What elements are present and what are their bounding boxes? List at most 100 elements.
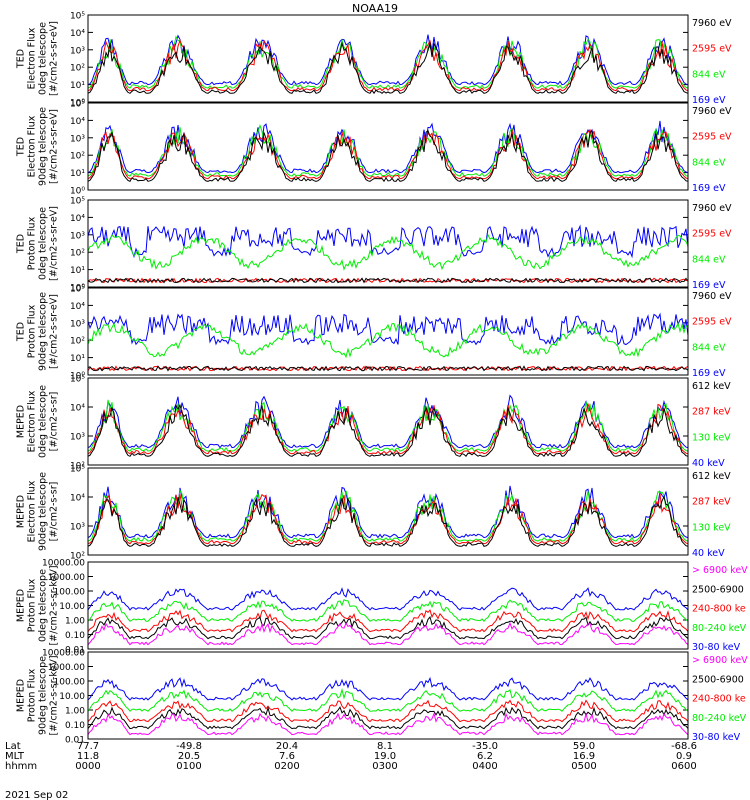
y-tick-label: 10³ [70,523,85,533]
series-line-3 [88,399,688,452]
series-line-5 [88,587,688,611]
y-tick-label: 10² [70,152,85,162]
legend-entry: 2595 eV [692,132,732,143]
legend-entry: 844 eV [692,254,726,265]
panel-frame [87,14,689,103]
legend-entry: 169 eV [692,368,726,379]
ylabel-line: TED [16,234,27,254]
y-tick-label: 10² [70,552,85,562]
footer-value: 6.2 [477,751,493,762]
series-line-2 [88,706,688,730]
ylabel-line: Proton Flux [27,304,38,358]
panel-2: TEDElectron Flux90deg telescope[#/cm2-s-… [16,100,733,197]
ylabel-line: TED [16,322,27,342]
footer-value: 20.5 [178,751,200,762]
panel-frame [87,102,689,191]
series-line-2 [88,402,688,455]
y-tick-label: 10000.00 [42,649,85,659]
ylabel-line: Electron Flux [27,27,38,89]
panel-8-ylabel: MEPEDProton Flux90deg telescope[#/cm2-s-… [16,655,60,735]
legend-entry: 287 keV [692,407,731,418]
date-label: 2021 Sep 02 [5,790,68,800]
ylabel-line: [#/cm2-s-sr-keV] [49,565,60,645]
footer-row-label: Lat [5,741,21,752]
y-tick-label: 10⁵ [70,375,85,385]
legend-entry: > 6900 keV [692,655,748,666]
legend-entry: 612 keV [692,471,731,482]
ylabel-line: 0deg telescope [38,569,49,642]
footer-value: 19.0 [374,751,396,762]
ylabel-line: 90deg telescope [38,292,49,371]
legend-entry: 169 eV [692,95,726,106]
series-line-3 [88,699,688,723]
y-tick-label: 10⁴ [70,29,85,39]
series-line-5 [88,676,688,701]
footer-value: -35.0 [472,741,498,752]
series-line-3 [88,35,688,89]
ylabel-line: 0deg telescope [38,22,49,95]
series-line-4 [88,687,688,712]
footer-value: 16.9 [573,751,595,762]
footer-row-label: MLT [5,751,25,762]
y-tick-label: 10³ [70,433,85,443]
y-tick-label: 10³ [70,134,85,144]
series-line-4 [88,394,688,449]
legend-entry: 7960 eV [692,18,732,29]
footer-value: 0100 [176,761,201,772]
ylabel-line: MEPED [16,495,27,528]
legend-entry: 844 eV [692,157,726,168]
series-line-1 [88,41,688,95]
footer-value: 0500 [571,761,596,772]
panel-frame [87,651,689,740]
ylabel-line: 0deg telescope [38,385,49,458]
legend-entry: > 6900 keV [692,565,748,576]
y-tick-label: 0.10 [65,631,85,641]
series-line-4 [88,224,688,259]
y-tick-label: 0.10 [65,721,85,731]
footer-value: 77.7 [77,741,99,752]
ylabel-line: Proton Flux [27,578,38,632]
legend-entry: 2500-6900 [692,584,744,595]
legend-entry: 7960 eV [692,291,732,302]
legend-entry: 169 eV [692,183,726,194]
y-tick-label: 10³ [70,46,85,56]
y-tick-label: 10000.00 [42,559,85,569]
series-line-1 [88,403,688,457]
panel-7-ylabel: MEPEDProton Flux0deg telescope[#/cm2-s-s… [16,565,60,645]
y-tick-label: 10⁴ [70,494,85,504]
y-tick-label: 10⁰ [70,187,85,197]
footer-value: 11.8 [77,751,99,762]
panel-frame [87,199,689,288]
y-tick-label: 10⁴ [70,302,85,312]
legend-entry: 844 eV [692,342,726,353]
legend-entry: 30-80 keV [692,732,741,743]
ylabel-line: [#/cm2-s-sr-eV] [49,21,60,96]
ylabel-line: 90deg telescope [38,472,49,551]
panels: TEDElectron Flux0deg telescope[#/cm2-s-s… [16,12,749,746]
footer-row-label: hhmm [5,761,37,772]
series-line-1 [88,277,688,284]
y-tick-label: 10⁵ [70,465,85,475]
panel-frame [87,287,689,376]
legend-entry: 80-240 keV [692,713,747,724]
footer-value: 8.1 [377,741,393,752]
y-tick-label: 100.00 [54,678,86,688]
legend-entry: 30-80 keV [692,642,741,653]
y-tick-label: 0.01 [65,646,85,656]
panel-4-ylabel: TEDProton Flux90deg telescope[#/cm2-s-sr… [16,292,60,371]
legend-entry: 612 keV [692,381,731,392]
legend-entry: 2595 eV [692,44,732,55]
y-tick-label: 10² [70,337,85,347]
y-tick-label: 10² [70,64,85,74]
footer-value: -49.8 [176,741,202,752]
series-line-4 [88,312,688,346]
y-tick-label: 10⁴ [70,404,85,414]
footer-value: -68.6 [671,741,697,752]
legend-entry: 169 eV [692,280,726,291]
y-tick-label: 10⁴ [70,117,85,127]
panel-5-ylabel: MEPEDElectron Flux0deg telescope[#/cm2-s… [16,385,60,458]
legend-entry: 130 keV [692,522,731,533]
legend-entry: 7960 eV [692,106,732,117]
